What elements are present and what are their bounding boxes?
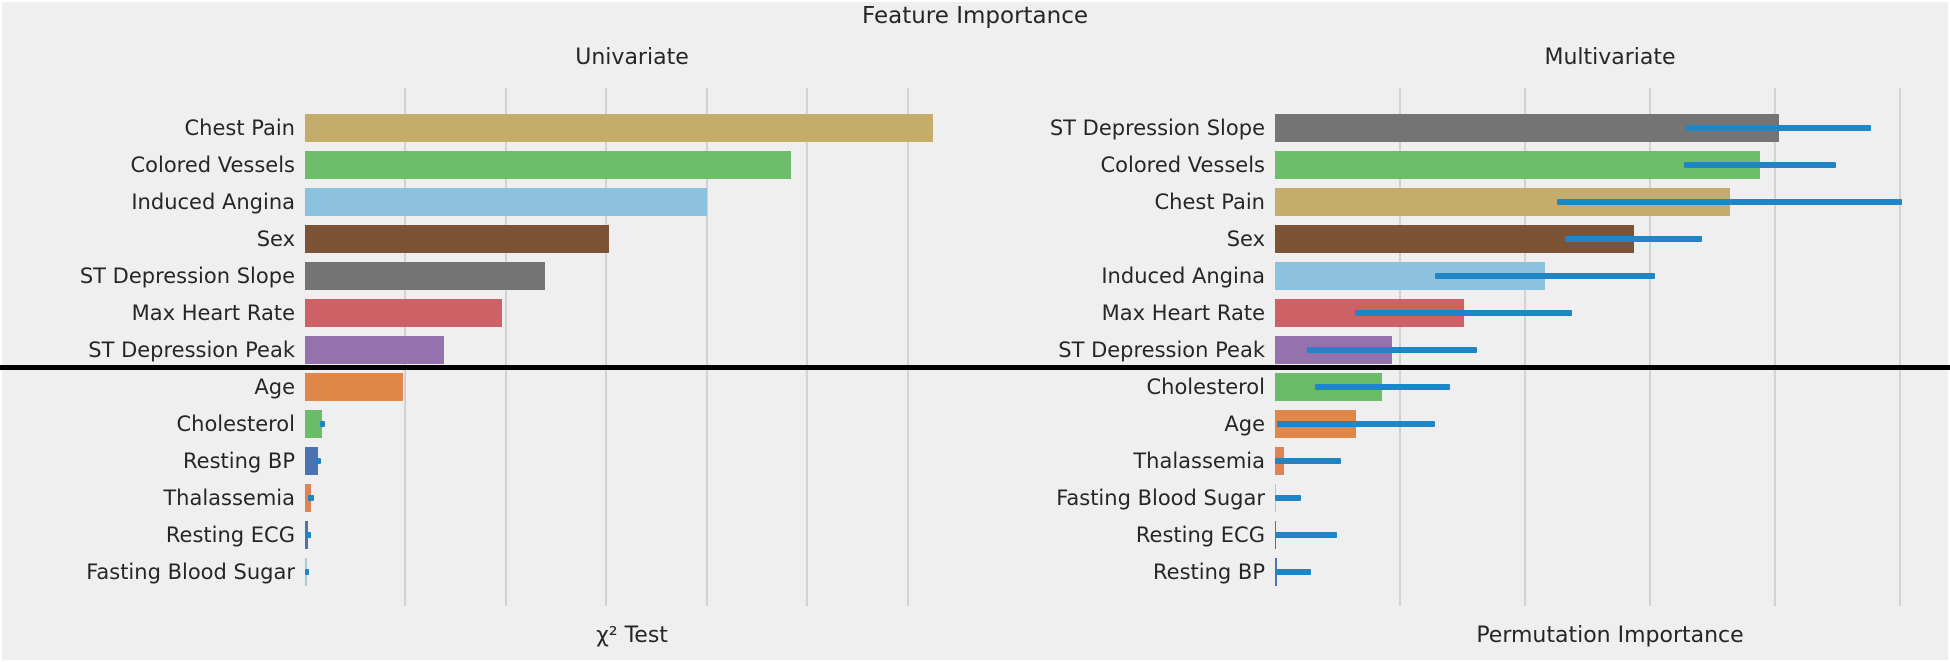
bar-colored-vessels — [305, 151, 792, 179]
tick-label-resting-ecg: Resting ECG — [1135, 523, 1265, 547]
error-bar-colored-vessels — [1683, 162, 1837, 168]
error-bar-induced-angina — [1434, 273, 1655, 279]
gridline-x — [605, 88, 608, 606]
error-bar-chest-pain — [1557, 199, 1903, 205]
bar-age — [305, 373, 404, 401]
tick-label-st-depression-peak: ST Depression Peak — [1058, 338, 1265, 362]
tick-label-st-depression-slope: ST Depression Slope — [1049, 116, 1265, 140]
error-bar-cholesterol — [319, 421, 325, 427]
tick-label-induced-angina: Induced Angina — [131, 190, 295, 214]
tick-label-max-heart-rate: Max Heart Rate — [131, 301, 295, 325]
bar-max-heart-rate — [305, 299, 502, 327]
tick-label-max-heart-rate: Max Heart Rate — [1101, 301, 1265, 325]
subplot-title-univariate: Univariate — [575, 45, 689, 70]
x-axis-label-chi2-test: χ² Test — [596, 623, 668, 648]
axes-univariate — [305, 88, 960, 606]
bar-sex — [305, 225, 610, 253]
bar-resting-bp — [305, 447, 319, 475]
gridline-x — [1898, 88, 1901, 606]
gridline-x — [906, 88, 909, 606]
tick-label-colored-vessels: Colored Vessels — [1100, 153, 1265, 177]
error-bar-st-depression-peak — [1307, 347, 1478, 353]
tick-label-st-depression-peak: ST Depression Peak — [88, 338, 295, 362]
error-bar-sex — [1564, 236, 1703, 242]
error-bar-st-depression-slope — [1686, 125, 1872, 131]
bar-induced-angina — [305, 188, 707, 216]
error-bar-max-heart-rate — [1354, 310, 1573, 316]
chart-title: Feature Importance — [861, 3, 1089, 29]
tick-label-cholesterol: Cholesterol — [176, 412, 295, 436]
gridline-x — [705, 88, 708, 606]
error-bar-cholesterol — [1314, 384, 1450, 390]
bar-chest-pain — [305, 114, 933, 142]
tick-label-resting-bp: Resting BP — [1153, 560, 1265, 584]
bar-cholesterol — [305, 410, 323, 438]
error-bar-resting-ecg — [305, 532, 311, 538]
tick-label-cholesterol: Cholesterol — [1146, 375, 1265, 399]
tick-label-resting-bp: Resting BP — [183, 449, 295, 473]
gridline-x — [1648, 88, 1651, 606]
bar-colored-vessels — [1275, 151, 1760, 179]
tick-label-thalassemia: Thalassemia — [163, 486, 295, 510]
tick-label-sex: Sex — [256, 227, 295, 251]
tick-label-resting-ecg: Resting ECG — [165, 523, 295, 547]
subplot-title-multivariate: Multivariate — [1544, 45, 1676, 70]
bar-st-depression-slope — [305, 262, 546, 290]
gridline-x — [504, 88, 507, 606]
tick-label-chest-pain: Chest Pain — [1154, 190, 1265, 214]
error-bar-age — [1277, 421, 1435, 427]
gridline-x — [806, 88, 809, 606]
bar-st-depression-peak — [305, 336, 444, 364]
x-axis-label-permutation-importance: Permutation Importance — [1476, 623, 1744, 648]
error-bar-thalassemia — [308, 495, 315, 501]
tick-label-colored-vessels: Colored Vessels — [130, 153, 295, 177]
tick-label-thalassemia: Thalassemia — [1133, 449, 1265, 473]
tick-label-age: Age — [1224, 412, 1265, 436]
tick-label-st-depression-slope: ST Depression Slope — [79, 264, 295, 288]
gridline-x — [1773, 88, 1776, 606]
tick-label-fasting-blood-sugar: Fasting Blood Sugar — [86, 560, 295, 584]
error-bar-resting-bp — [315, 458, 321, 464]
error-bar-fasting-blood-sugar — [1275, 495, 1302, 501]
error-bar-resting-bp — [1275, 569, 1312, 575]
error-bar-thalassemia — [1275, 458, 1342, 464]
tick-label-age: Age — [254, 375, 295, 399]
error-bar-resting-ecg — [1275, 532, 1338, 538]
tick-label-sex: Sex — [1226, 227, 1265, 251]
gridline-x — [1523, 88, 1526, 606]
group-divider-line — [0, 365, 1950, 370]
error-bar-fasting-blood-sugar — [305, 569, 309, 575]
tick-label-induced-angina: Induced Angina — [1101, 264, 1265, 288]
tick-label-fasting-blood-sugar: Fasting Blood Sugar — [1056, 486, 1265, 510]
tick-label-chest-pain: Chest Pain — [184, 116, 295, 140]
axes-multivariate — [1275, 88, 1946, 606]
